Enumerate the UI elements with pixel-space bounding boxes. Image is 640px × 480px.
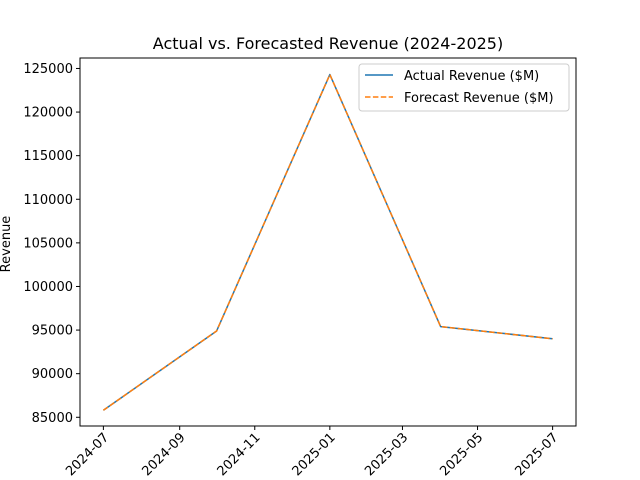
y-tick-label: 95000 — [32, 324, 73, 339]
y-axis-label: Revenue — [0, 216, 14, 273]
legend-label-actual-revenue: Actual Revenue ($M) — [404, 69, 539, 84]
legend-label-forecast-revenue: Forecast Revenue ($M) — [404, 91, 554, 106]
series-layer — [102, 73, 553, 411]
y-tick-label: 105000 — [23, 236, 73, 251]
y-tick-label: 125000 — [23, 62, 73, 77]
y-tick-label: 85000 — [32, 411, 73, 426]
legend: Actual Revenue ($M) Forecast Revenue ($M… — [358, 63, 570, 112]
forecast-revenue-line — [102, 73, 553, 411]
y-tick-label: 120000 — [23, 106, 73, 121]
y-tick-label: 115000 — [23, 149, 73, 164]
y-tick-label: 100000 — [23, 280, 73, 295]
legend-box — [358, 63, 570, 112]
y-axis-ticks: 85000 90000 95000 100000 105000 110000 115000 1… — [23, 62, 80, 426]
y-tick-label: 90000 — [32, 367, 73, 382]
plot-area-frame — [79, 57, 577, 427]
chart-title: Actual vs. Forecasted Revenue (2024-2025… — [153, 34, 503, 53]
y-tick-label: 110000 — [23, 193, 73, 208]
